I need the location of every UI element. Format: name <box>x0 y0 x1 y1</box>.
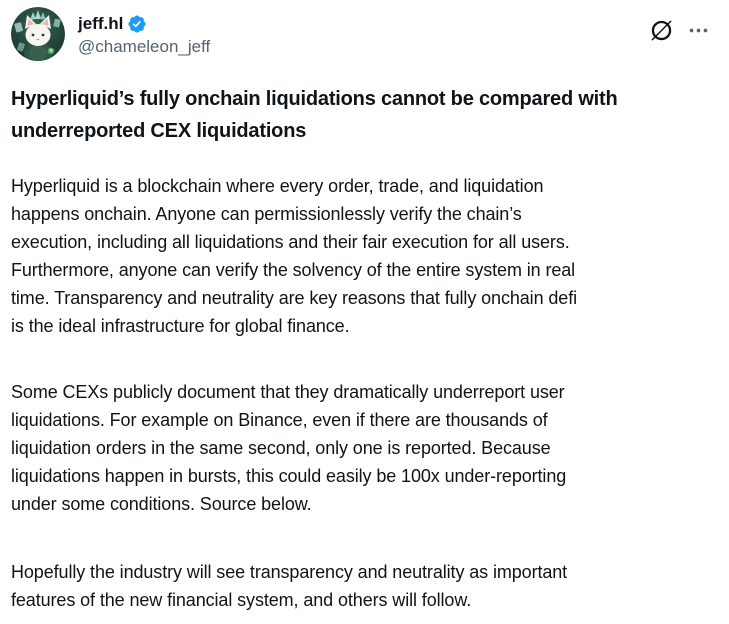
more-options-icon[interactable] <box>688 20 709 41</box>
avatar-cat-illustration <box>11 7 65 61</box>
tweet-header: jeff.hl @chameleon_jeff <box>11 7 711 61</box>
tweet-title: Hyperliquid’s fully onchain liquidations… <box>11 88 618 142</box>
tweet-paragraph-3: Hopefully the industry will see transpar… <box>11 562 568 610</box>
tweet-paragraph-1: Hyperliquid is a blockchain where every … <box>11 176 578 336</box>
grok-icon[interactable] <box>649 18 674 43</box>
author-handle[interactable]: @chameleon_jeff <box>78 37 211 57</box>
author-name[interactable]: jeff.hl <box>78 14 124 33</box>
tweet-paragraph-2: Some CEXs publicly document that they dr… <box>11 382 567 514</box>
author-block: jeff.hl @chameleon_jeff <box>78 7 210 58</box>
header-actions <box>649 7 711 43</box>
verified-badge-icon <box>127 14 147 34</box>
avatar[interactable] <box>11 7 65 61</box>
